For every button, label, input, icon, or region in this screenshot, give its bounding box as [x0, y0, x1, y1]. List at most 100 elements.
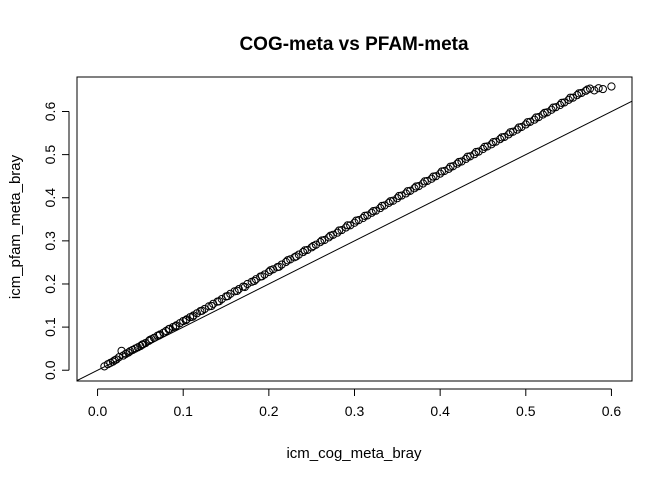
data-point	[277, 260, 286, 269]
data-point	[489, 138, 498, 147]
data-point	[470, 150, 479, 159]
data-point	[540, 108, 549, 117]
chart-title: COG-meta vs PFAM-meta	[239, 34, 469, 55]
x-tick-label: 0.6	[602, 403, 622, 419]
y-tick-label: 0.2	[42, 274, 58, 294]
data-point	[480, 142, 489, 151]
data-point	[376, 203, 385, 213]
data-point	[487, 140, 496, 149]
data-point	[594, 84, 603, 93]
data-point	[367, 208, 376, 217]
data-point	[234, 285, 243, 294]
y-tick-label: 0.0	[42, 360, 58, 380]
data-point	[418, 179, 428, 188]
data-point	[309, 241, 318, 251]
data-point	[394, 191, 404, 201]
plot-frame	[76, 76, 633, 382]
data-point	[197, 306, 207, 315]
data-point	[281, 257, 291, 267]
y-tick-label: 0.3	[42, 231, 58, 251]
data-point	[171, 322, 180, 331]
data-point	[110, 356, 119, 365]
data-point	[513, 125, 522, 134]
data-point	[292, 252, 301, 261]
data-point	[307, 243, 316, 252]
x-tick-label: 0.0	[88, 403, 108, 419]
data-point	[607, 82, 616, 91]
data-point	[200, 304, 209, 314]
data-point	[429, 172, 438, 181]
data-point	[223, 291, 232, 301]
data-point	[521, 120, 530, 129]
x-tick-label: 0.2	[259, 403, 279, 419]
reference-line	[77, 100, 632, 381]
x-tick-label: 0.5	[516, 403, 536, 419]
x-tick-label: 0.1	[173, 403, 193, 419]
plot-area	[77, 82, 632, 381]
data-point	[377, 201, 387, 211]
data-point	[555, 100, 565, 110]
data-point	[454, 157, 464, 167]
data-point	[538, 110, 548, 119]
data-point	[478, 144, 488, 154]
x-axis: 0.0 0.1 0.2 0.3 0.4 0.5 0.6	[88, 388, 622, 419]
y-axis-label: icm_pfam_meta_bray	[7, 154, 24, 299]
x-axis-label: icm_cog_meta_bray	[286, 445, 422, 462]
data-point	[574, 89, 583, 98]
data-point	[463, 152, 472, 161]
data-point	[275, 262, 284, 271]
data-point	[188, 312, 197, 321]
data-point	[360, 211, 369, 220]
data-point	[207, 301, 216, 311]
data-point	[137, 340, 147, 349]
data-point	[557, 98, 566, 107]
data-point	[257, 272, 267, 281]
data-point	[410, 184, 419, 193]
data-point	[215, 297, 224, 306]
data-point	[155, 331, 164, 340]
data-point	[420, 177, 429, 186]
data-point	[461, 154, 470, 164]
data-point	[523, 118, 532, 127]
data-point	[531, 113, 541, 122]
data-point	[564, 95, 573, 104]
data-point	[530, 115, 539, 124]
data-point	[300, 246, 309, 255]
y-tick-label: 0.6	[42, 102, 58, 122]
data-point	[124, 348, 133, 357]
data-point	[333, 228, 342, 237]
data-point	[352, 216, 361, 225]
data-point	[334, 226, 344, 235]
data-point	[401, 189, 410, 198]
data-point	[290, 253, 299, 262]
data-point	[369, 207, 378, 216]
data-point	[573, 91, 582, 100]
data-point	[386, 197, 395, 206]
data-point	[506, 128, 515, 137]
data-point	[547, 105, 556, 114]
data-point	[514, 123, 524, 132]
data-point	[324, 233, 333, 242]
data-point	[346, 221, 355, 230]
data-point	[294, 250, 303, 259]
data-point	[326, 231, 335, 240]
data-point	[436, 169, 445, 178]
data-point	[266, 266, 275, 275]
data-point	[393, 194, 402, 203]
data-point	[437, 167, 446, 176]
data-point	[299, 247, 308, 257]
data-point	[549, 103, 558, 112]
data-point	[317, 236, 327, 245]
data-point	[403, 187, 412, 196]
data-point	[453, 159, 462, 168]
data-point	[598, 84, 607, 94]
data-point	[568, 93, 578, 102]
data-points	[100, 82, 616, 371]
data-point	[504, 130, 513, 139]
data-point	[350, 218, 359, 227]
data-point	[341, 223, 351, 232]
data-point	[384, 198, 393, 208]
data-point	[472, 147, 481, 157]
